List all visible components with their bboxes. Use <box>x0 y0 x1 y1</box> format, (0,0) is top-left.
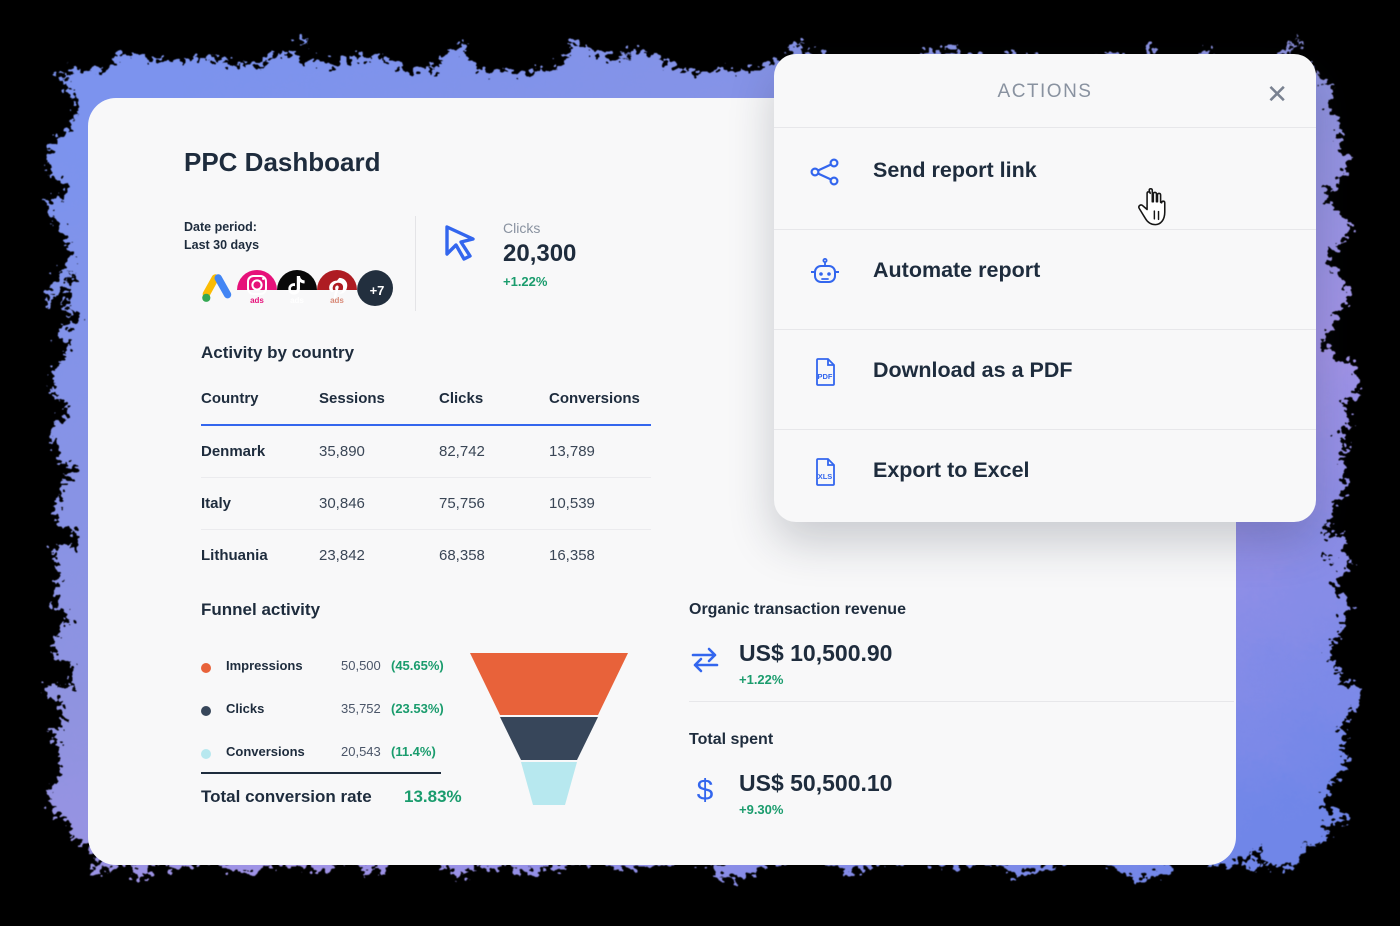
svg-text:ads: ads <box>290 296 304 305</box>
svg-text:$: $ <box>697 774 714 806</box>
svg-text:PDF: PDF <box>818 372 833 381</box>
svg-text:ads: ads <box>330 296 344 305</box>
svg-text:ads: ads <box>250 296 264 305</box>
svg-text:XLS: XLS <box>818 472 833 481</box>
svg-text:+7: +7 <box>370 283 385 298</box>
